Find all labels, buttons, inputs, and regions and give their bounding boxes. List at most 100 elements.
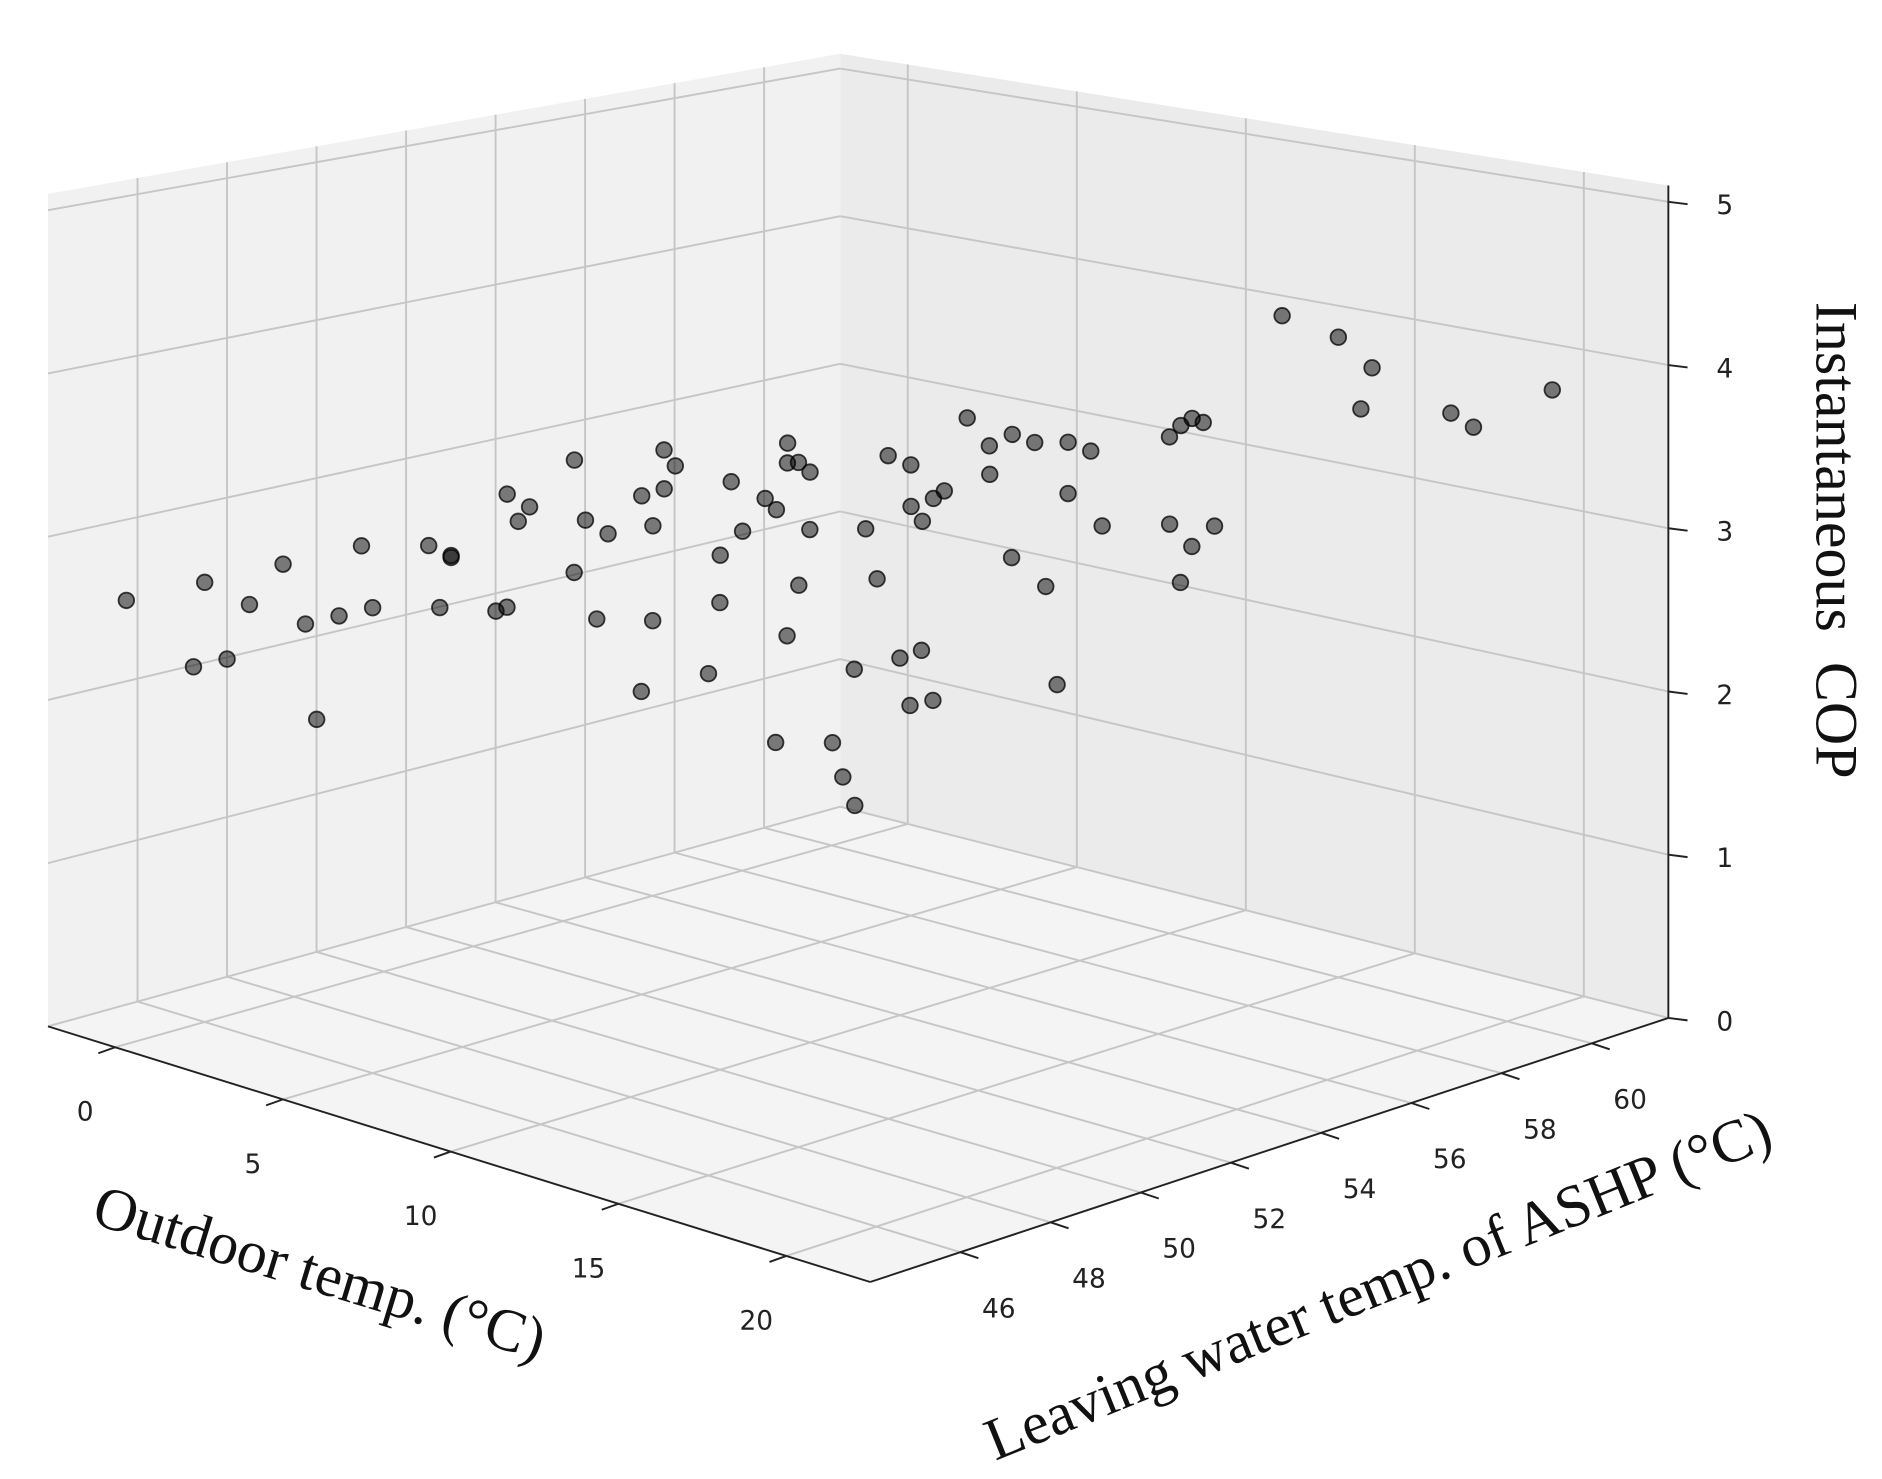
point — [845, 660, 863, 678]
point — [913, 512, 932, 530]
x-tick-label: 5 — [245, 1149, 262, 1180]
point — [767, 501, 786, 519]
grid-line — [839, 805, 1669, 1019]
point — [509, 512, 527, 531]
x-tick — [265, 1098, 284, 1107]
point — [778, 454, 797, 472]
point — [801, 520, 819, 539]
z-tick-label: 2 — [1716, 680, 1733, 711]
point — [778, 627, 796, 645]
grid-line — [674, 851, 1502, 1075]
y-tick — [1320, 1131, 1340, 1140]
y-tick — [1140, 1191, 1160, 1200]
point — [1048, 675, 1066, 694]
point — [1171, 573, 1190, 592]
point — [711, 546, 729, 564]
y-tick-label: 60 — [1613, 1084, 1647, 1115]
point — [924, 691, 942, 710]
point — [655, 441, 673, 459]
grid — [47, 64, 1669, 1257]
y-tick — [1411, 1102, 1430, 1110]
z-tick-label: 1 — [1716, 843, 1733, 874]
panes — [48, 53, 1669, 1283]
point — [565, 451, 584, 469]
point — [643, 611, 662, 630]
grid-line — [47, 67, 841, 212]
grid-line — [47, 805, 841, 1028]
point — [330, 607, 348, 625]
grid-line — [114, 823, 909, 1049]
z-tick — [1668, 853, 1688, 859]
left-pane — [48, 53, 841, 1027]
point — [981, 465, 999, 484]
x-tick-label: 15 — [572, 1253, 606, 1284]
point — [1059, 484, 1077, 503]
y-tick — [1230, 1161, 1250, 1170]
grid-line — [839, 658, 1669, 856]
z-tick-label: 0 — [1716, 1006, 1733, 1037]
grid-line — [405, 926, 1232, 1164]
y-tick-label: 50 — [1162, 1234, 1196, 1265]
point — [1172, 416, 1190, 435]
y-tick-label: 58 — [1523, 1114, 1557, 1145]
x-tick — [601, 1202, 619, 1211]
point — [431, 598, 449, 617]
point — [1160, 428, 1179, 446]
point — [195, 573, 214, 592]
point — [901, 696, 919, 715]
x-axis-line — [47, 1025, 871, 1283]
x-axis-label: Outdoor temp. (°C) — [86, 1172, 554, 1372]
point — [722, 473, 740, 491]
point — [924, 489, 943, 508]
grid-line — [282, 866, 1078, 1101]
point — [218, 650, 236, 668]
y-tick-label: 56 — [1433, 1144, 1467, 1175]
x-tick-label: 10 — [404, 1201, 438, 1232]
point — [498, 598, 516, 616]
grid-line — [584, 876, 1412, 1104]
point — [1160, 515, 1179, 533]
point — [790, 576, 808, 594]
point — [363, 598, 382, 617]
point — [576, 511, 595, 529]
grid-line — [839, 510, 1669, 693]
point — [1059, 433, 1077, 451]
point — [520, 498, 539, 516]
grid-line — [618, 952, 1416, 1205]
point — [1352, 400, 1370, 418]
y-tick — [1050, 1221, 1069, 1230]
point — [644, 517, 662, 535]
point — [879, 446, 897, 465]
point — [1543, 381, 1562, 399]
point — [766, 733, 785, 752]
point — [498, 485, 516, 503]
grid-line — [47, 215, 841, 375]
point — [778, 434, 797, 452]
y-tick-label: 54 — [1343, 1174, 1377, 1205]
grid-line — [840, 215, 1669, 366]
grid-line — [47, 658, 841, 865]
point — [891, 649, 909, 667]
floor-pane — [48, 806, 1669, 1283]
point — [307, 710, 326, 729]
grid-line — [316, 950, 1142, 1194]
point — [902, 456, 920, 474]
point — [823, 734, 842, 752]
point — [420, 536, 438, 555]
point — [834, 768, 852, 786]
point — [856, 520, 875, 538]
x-tick-label: 20 — [739, 1305, 773, 1336]
point — [902, 497, 920, 516]
point — [1194, 413, 1212, 432]
point — [296, 615, 315, 633]
point — [632, 682, 651, 701]
y-axis-line — [869, 1017, 1669, 1283]
point — [846, 796, 864, 815]
y-tick — [960, 1251, 979, 1260]
point — [666, 457, 685, 475]
point — [117, 591, 136, 610]
point — [801, 463, 819, 481]
point — [958, 409, 976, 427]
point — [711, 593, 729, 612]
point — [633, 487, 651, 505]
